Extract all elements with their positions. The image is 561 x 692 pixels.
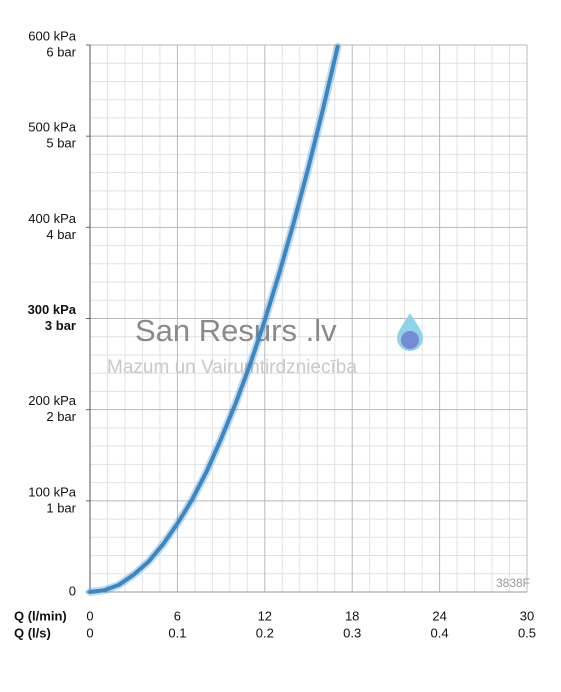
x2-tick-label: 0.4	[431, 625, 449, 640]
y-tick-label: 600 kPa	[28, 28, 76, 43]
y-tick-label: 300 kPa	[28, 302, 77, 317]
line	[88, 44, 340, 594]
x-tick-label: 0	[86, 608, 93, 623]
drop-icon	[397, 313, 423, 351]
y-tick-label: 400 kPa	[28, 211, 76, 226]
x2-tick-label: 0.3	[343, 625, 361, 640]
watermark: San Resurs .lv	[135, 313, 337, 348]
watermark-subtitle: Mazum un Vairumtirdzniecība	[107, 357, 357, 378]
x-tick-label: 18	[345, 608, 359, 623]
x2-tick-label: 0.5	[518, 625, 536, 640]
y-tick-label: 0	[69, 583, 76, 598]
x-tick-label: 24	[432, 608, 446, 623]
y-tick-bar-label: 1 bar	[46, 500, 76, 515]
y-tick-bar-label: 6 bar	[46, 44, 76, 59]
y-tick-label: 100 kPa	[28, 484, 76, 499]
x2-tick-label: 0.2	[256, 625, 274, 640]
grid	[89, 44, 528, 593]
x-tick-label: 30	[520, 608, 534, 623]
x-tick-label: 6	[174, 608, 181, 623]
code-label: 3838F	[496, 576, 530, 590]
x-tick-label: 12	[258, 608, 272, 623]
x-axis-label: Q (l/min)	[14, 608, 67, 623]
y-tick-bar-label: 3 bar	[45, 318, 76, 333]
y-tick-bar-label: 5 bar	[46, 136, 76, 151]
x2-tick-label: 0.1	[168, 625, 186, 640]
y-tick-bar-label: 4 bar	[46, 227, 76, 242]
y-tick-label: 500 kPa	[28, 120, 76, 135]
x2-axis-label: Q (l/s)	[14, 625, 51, 640]
x2-tick-label: 0	[86, 625, 93, 640]
y-tick-bar-label: 2 bar	[46, 409, 76, 424]
y-tick-label: 200 kPa	[28, 393, 76, 408]
